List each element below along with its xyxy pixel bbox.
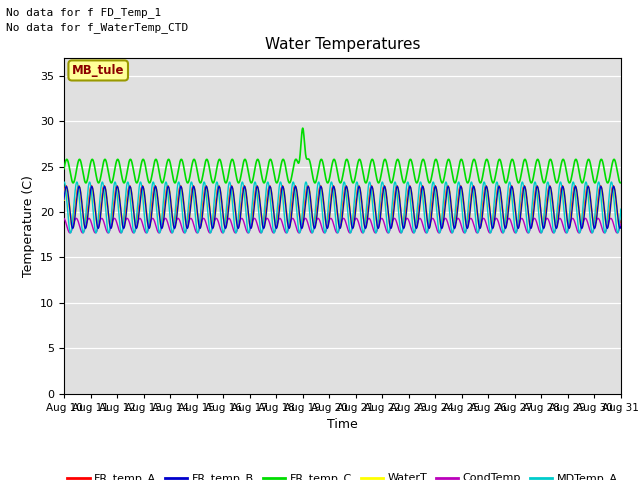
Text: No data for f_WaterTemp_CTD: No data for f_WaterTemp_CTD — [6, 22, 189, 33]
Title: Water Temperatures: Water Temperatures — [265, 37, 420, 52]
Text: No data for f FD_Temp_1: No data for f FD_Temp_1 — [6, 7, 162, 18]
Y-axis label: Temperature (C): Temperature (C) — [22, 175, 35, 276]
X-axis label: Time: Time — [327, 418, 358, 431]
Text: MB_tule: MB_tule — [72, 64, 124, 77]
Legend: FR_temp_A, FR_temp_B, FR_temp_C, WaterT, CondTemp, MDTemp_A: FR_temp_A, FR_temp_B, FR_temp_C, WaterT,… — [63, 469, 622, 480]
